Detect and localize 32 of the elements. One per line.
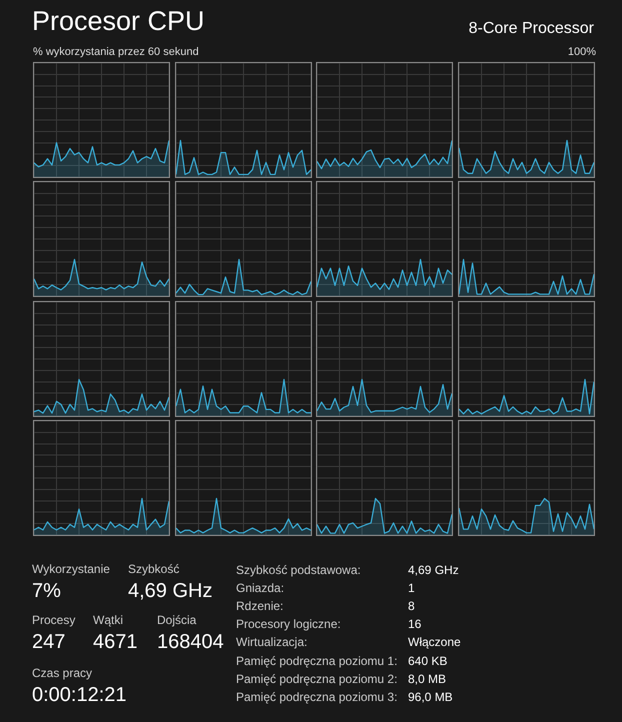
text: % wykorzystania przez 60 sekund [33,46,199,58]
text: 8 [408,599,415,614]
text: Szybkość [128,562,180,576]
text: Pamięć podręczna poziomu 1: [236,654,398,668]
text: Wirtualizacja: [236,635,308,650]
text: Wykorzystanie [32,562,110,576]
text: 7% [32,580,61,603]
text: Gniazda: [236,581,284,596]
text: 4,69 GHz [408,563,459,577]
text: Włączone [408,635,461,650]
text: Czas pracy [32,666,92,680]
text: 8,0 MB [408,672,446,686]
text: Wątki [93,613,123,627]
text: Procesy [32,613,76,627]
text: Rdzenie: [236,599,284,614]
text: Procesor CPU [32,6,205,37]
text: Procesory logiczne: [236,617,341,632]
text: 16 [408,617,422,632]
text: 640 KB [408,654,448,668]
text: 100% [568,46,596,58]
text: 4671 [93,631,138,654]
text: Pamięć podręczna poziomu 3: [236,690,398,704]
text: 96,0 MB [408,690,453,704]
text: 8-Core Processor [468,20,594,38]
text: 4,69 GHz [128,580,212,603]
text: Pamięć podręczna poziomu 2: [236,672,398,686]
text: Szybkość podstawowa: [236,563,361,577]
text: 0:00:12:21 [32,684,127,707]
text: 168404 [157,631,224,654]
text: 247 [32,631,66,654]
text: 1 [408,581,415,596]
text: Dojścia [157,613,196,627]
